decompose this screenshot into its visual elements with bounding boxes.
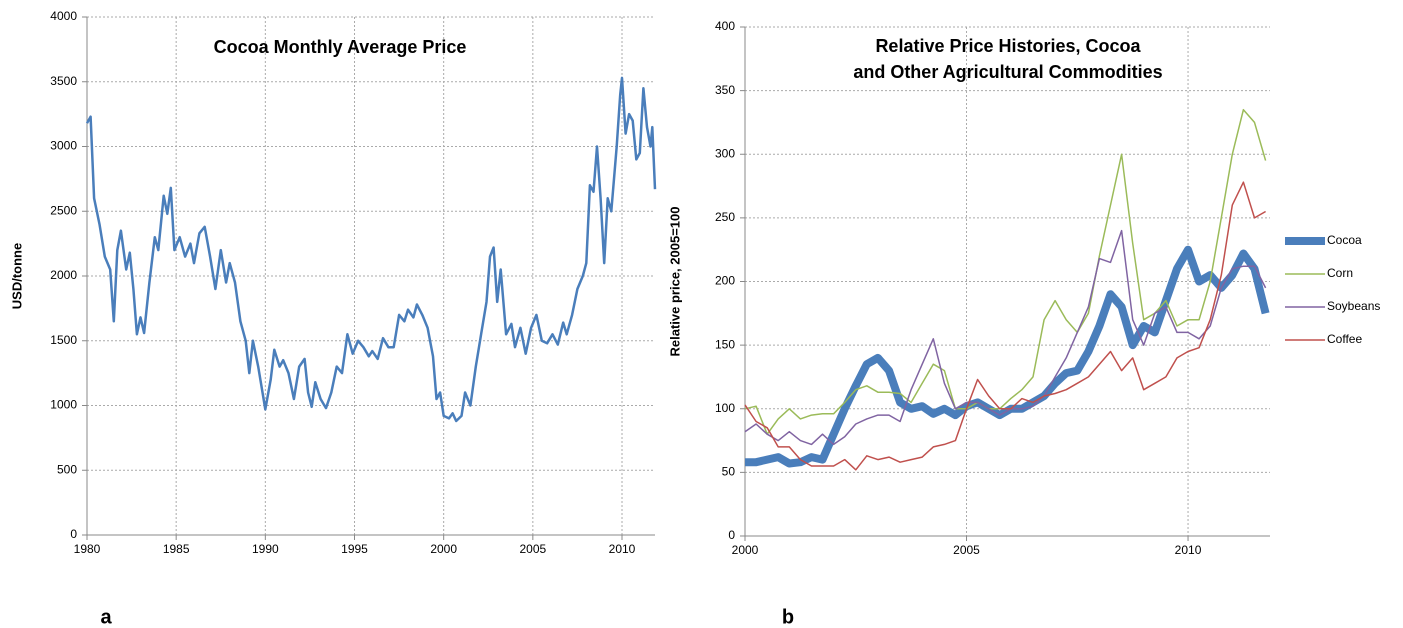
legend-label: Corn (1327, 266, 1353, 280)
y-tick-label: 300 (715, 146, 735, 160)
panel-label: b (782, 606, 794, 628)
panel-label: a (100, 606, 112, 628)
y-axis-title: USD/tonne (9, 243, 24, 309)
y-tick-label: 400 (715, 19, 735, 33)
y-tick-label: 200 (715, 274, 735, 288)
y-tick-label: 100 (715, 401, 735, 415)
y-tick-label: 2000 (50, 268, 77, 282)
x-tick-label: 2000 (430, 542, 457, 556)
chart-title: and Other Agricultural Commodities (853, 62, 1162, 82)
y-axis-title: Relative price, 2005=100 (667, 207, 682, 357)
chart-title: Relative Price Histories, Cocoa (875, 36, 1141, 56)
x-tick-label: 2010 (1175, 543, 1202, 557)
y-tick-label: 500 (57, 462, 77, 476)
y-tick-label: 250 (715, 210, 735, 224)
x-tick-label: 2010 (609, 542, 636, 556)
y-tick-label: 2500 (50, 203, 77, 217)
y-tick-label: 0 (70, 527, 77, 541)
x-tick-label: 2000 (732, 543, 759, 557)
y-tick-label: 1500 (50, 333, 77, 347)
data-line (744, 108, 1267, 435)
x-tick-label: 1990 (252, 542, 279, 556)
x-tick-label: 1995 (341, 542, 368, 556)
legend-label: Cocoa (1327, 233, 1362, 247)
x-tick-label: 2005 (519, 542, 546, 556)
data-line (744, 229, 1267, 446)
y-tick-label: 150 (715, 337, 735, 351)
y-tick-label: 4000 (50, 9, 77, 23)
y-tick-label: 1000 (50, 398, 77, 412)
data-line (85, 76, 657, 423)
legend-label: Coffee (1327, 332, 1362, 346)
y-tick-label: 3500 (50, 74, 77, 88)
y-tick-label: 50 (722, 465, 736, 479)
data-line (744, 181, 1266, 471)
y-tick-label: 350 (715, 83, 735, 97)
y-tick-label: 3000 (50, 139, 77, 153)
chart-title: Cocoa Monthly Average Price (214, 37, 467, 57)
legend-label: Soybeans (1327, 299, 1380, 313)
x-tick-label: 1980 (74, 542, 101, 556)
x-tick-label: 2005 (953, 543, 980, 557)
y-tick-label: 0 (728, 528, 735, 542)
x-tick-label: 1985 (163, 542, 190, 556)
